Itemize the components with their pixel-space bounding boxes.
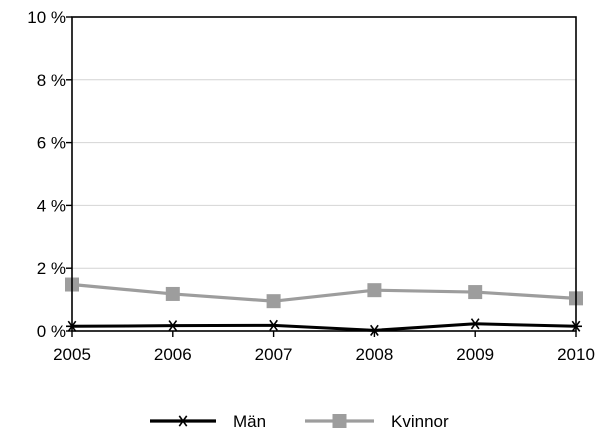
plot-area-frame — [71, 16, 577, 332]
series-man — [66, 318, 582, 336]
x-tick-label: 2009 — [456, 345, 494, 364]
x-tick-label: 2007 — [255, 345, 293, 364]
series-line — [71, 282, 577, 303]
data-point — [267, 319, 280, 331]
y-tick-label: 8 % — [37, 71, 66, 90]
x-tick-label: 2006 — [154, 345, 192, 364]
data-point — [166, 320, 179, 332]
x-axis-ticks: 2005 2006 2007 2008 2009 2010 — [53, 331, 595, 364]
y-tick-label: 10 % — [27, 8, 66, 27]
y-axis-ticks: 0 % 2 % 4 % 6 % 8 % 10 % — [27, 8, 72, 341]
x-tick-label: 2005 — [53, 345, 91, 364]
y-tick-label: 4 % — [37, 196, 66, 215]
data-point — [266, 294, 281, 309]
x-tick-label: 2010 — [557, 345, 595, 364]
y-tick-label: 0 % — [37, 322, 66, 341]
data-point — [469, 318, 482, 330]
legend-label: Kvinnor — [391, 412, 449, 431]
x-tick-label: 2008 — [355, 345, 393, 364]
series-kvinnor — [65, 277, 583, 309]
legend-marker — [177, 415, 189, 427]
series-layer — [65, 277, 583, 336]
data-point — [468, 285, 483, 300]
legend-item: Kvinnor — [305, 412, 449, 431]
y-tick-label: 2 % — [37, 259, 66, 278]
series-line — [71, 322, 577, 332]
legend-item: Män — [150, 412, 266, 431]
data-point — [165, 286, 180, 301]
y-tick-label: 6 % — [37, 134, 66, 153]
grid-lines — [72, 79, 576, 269]
legend: Män Kvinnor — [150, 412, 449, 431]
legend-marker — [332, 414, 347, 428]
legend-label: Män — [233, 412, 266, 431]
data-point — [367, 283, 382, 298]
